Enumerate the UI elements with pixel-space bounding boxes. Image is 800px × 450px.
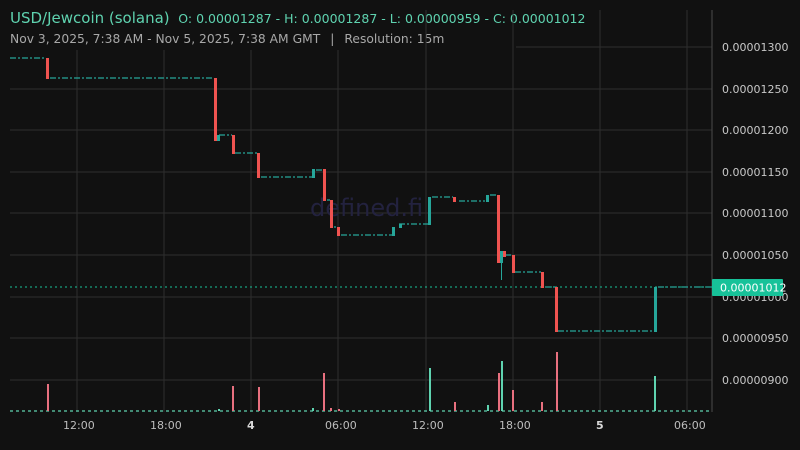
close-label: C: bbox=[492, 11, 506, 26]
y-tick: 0.00001050 bbox=[722, 249, 788, 262]
x-axis-labels: 12:00 18:00 4 06:00 12:00 18:00 5 06:00 bbox=[63, 419, 706, 432]
y-tick: 0.00001100 bbox=[722, 207, 788, 220]
pair-title: USD/Jewcoin (solana) bbox=[10, 9, 170, 27]
separator: | bbox=[330, 32, 335, 46]
subtitle-row: Nov 3, 2025, 7:38 AM - Nov 5, 2025, 7:38… bbox=[10, 32, 585, 46]
candles-up bbox=[217, 135, 657, 332]
resolution: Resolution: 15m bbox=[344, 32, 445, 46]
candles-down bbox=[46, 58, 558, 332]
grid-vertical bbox=[76, 10, 688, 412]
watermark: defined.fi bbox=[310, 194, 423, 222]
grid-horizontal bbox=[10, 46, 712, 381]
x-tick: 12:00 bbox=[412, 419, 444, 432]
x-tick: 06:00 bbox=[325, 419, 357, 432]
low-label: L: bbox=[389, 11, 401, 26]
x-tick: 18:00 bbox=[499, 419, 531, 432]
y-tick: 0.00000900 bbox=[722, 374, 788, 387]
open-label: O: bbox=[178, 11, 193, 26]
x-tick-day: 4 bbox=[247, 419, 255, 432]
open-value: 0.00001287 bbox=[196, 11, 272, 26]
date-range: Nov 3, 2025, 7:38 AM - Nov 5, 2025, 7:38… bbox=[10, 32, 321, 46]
high-label: H: bbox=[284, 11, 298, 26]
low-value: 0.00000959 bbox=[404, 11, 481, 26]
y-tick: 0.00001250 bbox=[722, 83, 788, 96]
ohlc-readout: O: 0.00001287 - H: 0.00001287 - L: 0.000… bbox=[178, 11, 586, 26]
x-tick: 06:00 bbox=[674, 419, 706, 432]
x-tick-day: 5 bbox=[596, 419, 604, 432]
y-axis-labels: 0.00001300 0.00001250 0.00001200 0.00001… bbox=[722, 41, 788, 387]
x-tick: 18:00 bbox=[150, 419, 182, 432]
last-price-badge: 0.00001012 bbox=[712, 279, 786, 296]
title-row: USD/Jewcoin (solana) O: 0.00001287 - H: … bbox=[10, 9, 585, 27]
high-value: 0.00001287 bbox=[301, 11, 378, 26]
y-tick: 0.00001200 bbox=[722, 124, 788, 137]
y-tick: 0.00001300 bbox=[722, 41, 788, 54]
last-price-value: 0.00001012 bbox=[720, 282, 786, 295]
chart-header: USD/Jewcoin (solana) O: 0.00001287 - H: … bbox=[10, 9, 585, 46]
volume-bars-down bbox=[47, 352, 558, 411]
y-tick: 0.00001150 bbox=[722, 166, 788, 179]
price-flat-segments bbox=[10, 57, 712, 332]
x-tick: 12:00 bbox=[63, 419, 95, 432]
volume-bars-up bbox=[218, 361, 656, 411]
close-value: 0.00001012 bbox=[509, 11, 586, 26]
y-tick: 0.00000950 bbox=[722, 332, 788, 345]
